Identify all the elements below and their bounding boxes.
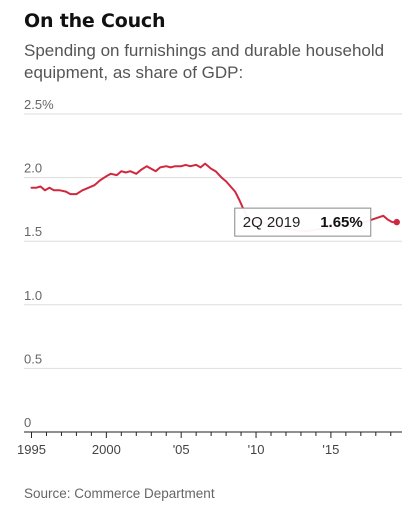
y-tick-label: 0.5 — [24, 351, 42, 366]
x-tick-label: '10 — [248, 442, 265, 457]
annotation-box — [234, 207, 372, 237]
x-tick-label: 2000 — [92, 442, 121, 457]
x-tick-label: '15 — [322, 442, 339, 457]
x-tick-label: '05 — [173, 442, 190, 457]
chart-title: On the Couch — [24, 10, 166, 32]
gridlines — [24, 113, 402, 369]
y-tick-label: 0 — [24, 415, 31, 430]
annotation-value: 1.65% — [320, 214, 363, 231]
annotation-period: 2Q 2019 — [243, 214, 301, 231]
x-axis: 1995 2000 '05 '10 '15 — [17, 431, 402, 457]
chart-subtitle: Spending on furnishings and durable hous… — [24, 41, 385, 82]
y-tick-label: 2.0 — [24, 161, 42, 176]
latest-point-marker — [393, 218, 400, 226]
source-note: Source: Commerce Department — [24, 486, 215, 501]
annotation: 2Q 2019 1.65% — [234, 207, 400, 237]
y-tick-label: 2.5% — [24, 97, 54, 112]
y-tick-label: 1.0 — [24, 288, 42, 303]
x-tick-label: 1995 — [17, 442, 46, 457]
y-axis-ticks: 2.5% 2.0 1.5 1.0 0.5 0 — [24, 97, 54, 430]
y-tick-label: 1.5 — [24, 224, 42, 239]
